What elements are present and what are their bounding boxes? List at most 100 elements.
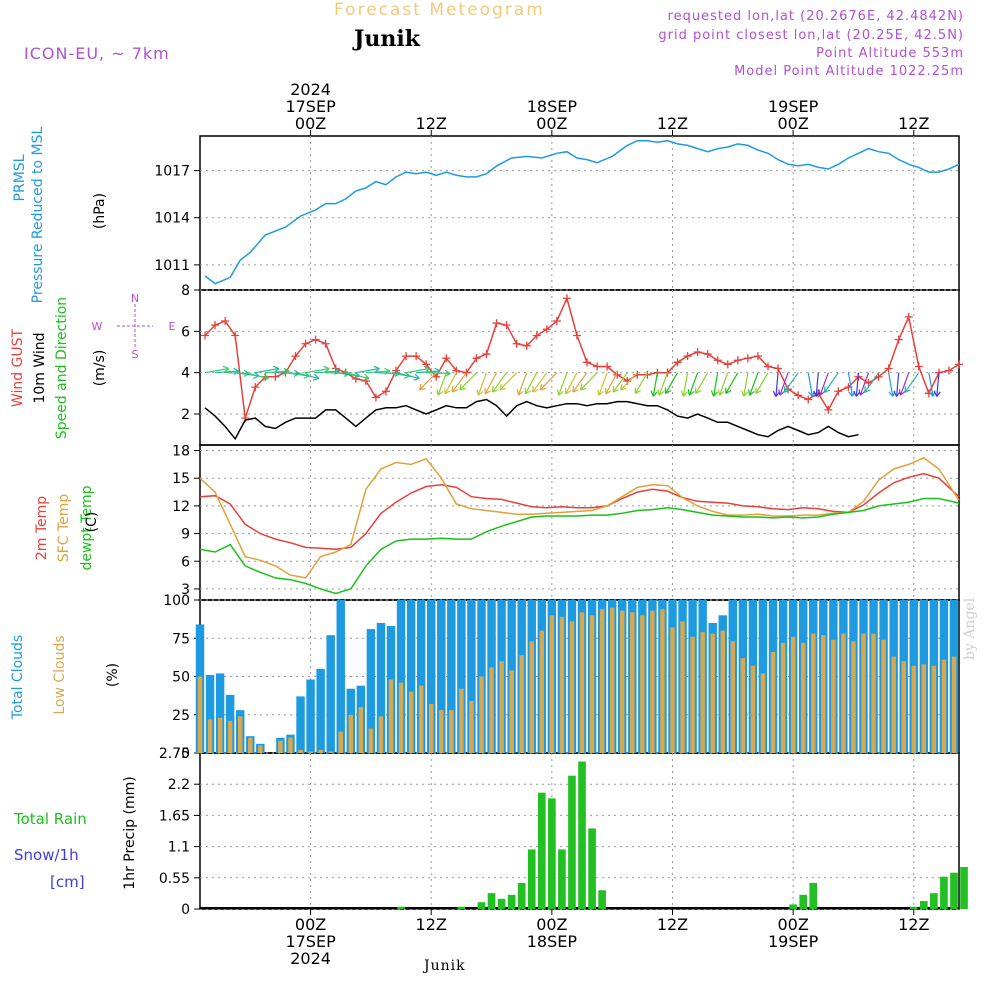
wind-direction-arrow — [888, 372, 894, 397]
wind-arrow-head — [516, 389, 524, 396]
low-cloud-bar — [670, 627, 675, 753]
low-cloud-bar — [449, 710, 454, 753]
low-cloud-bar — [680, 621, 685, 753]
gust-marker — [482, 350, 491, 359]
wind-arrow-head — [491, 386, 499, 393]
gust-marker — [613, 370, 622, 379]
wind-arrow-head — [650, 390, 658, 397]
gust-marker — [763, 362, 772, 371]
low-cloud-bar — [278, 740, 283, 753]
total-cloud-bar — [416, 600, 426, 753]
wind-direction-arrow — [524, 372, 538, 395]
low-cloud-bar — [227, 720, 233, 753]
wind-arrow-head — [476, 389, 484, 396]
rain-bar — [950, 872, 958, 909]
wind-direction-arrow — [579, 372, 598, 391]
rain-bar — [487, 893, 496, 909]
low-cloud-bar — [298, 749, 303, 753]
low-cloud-bar — [630, 612, 635, 753]
gust-marker — [231, 331, 240, 340]
gust-marker — [381, 387, 390, 396]
low-cloud-bar — [620, 610, 625, 753]
wind-arrow-head — [664, 387, 672, 394]
low-cloud-bar — [901, 661, 906, 753]
wind-arrow-head — [680, 390, 688, 397]
low-cloud-bar — [660, 609, 665, 753]
wind-direction-arrow — [492, 372, 508, 393]
pressure-tick-label: 1011 — [154, 258, 190, 274]
gust-marker — [955, 360, 963, 369]
wind-direction-arrow — [295, 372, 319, 380]
wind-direction-arrow — [572, 372, 588, 393]
low-cloud-bar — [217, 717, 223, 753]
low-cloud-bar — [258, 745, 263, 753]
wind-arrow-head — [262, 373, 269, 381]
gust-marker — [673, 358, 682, 367]
meteogram-title: Forecast Meteogram — [334, 0, 545, 20]
gust-marker — [693, 348, 702, 356]
total-cloud-bar — [447, 600, 456, 753]
snow-unit-label: [cm] — [50, 873, 85, 891]
low-cloud-bar — [770, 652, 776, 753]
low-cloud-bar — [841, 633, 846, 753]
wind-arrow-head — [413, 373, 420, 381]
temp-tick-label: 9 — [181, 527, 190, 543]
wind-direction-arrow — [477, 372, 488, 396]
gust-marker — [502, 321, 511, 330]
low-cloud-bar — [760, 673, 766, 753]
gust-marker — [321, 339, 330, 348]
model-label: ICON-EU, ~ 7km — [24, 44, 170, 63]
panel-frame — [199, 444, 960, 601]
low-cloud-bar — [881, 639, 886, 753]
gust-marker — [603, 362, 612, 371]
wind-direction-arrow — [682, 372, 689, 397]
gust-marker — [532, 331, 541, 340]
rain-bar — [517, 882, 526, 909]
total-rain-label: Total Rain — [14, 810, 87, 828]
gust-marker — [562, 294, 571, 303]
wind-direction-arrow — [824, 372, 839, 393]
wind-direction-arrow — [847, 372, 854, 397]
low-cloud-bar — [831, 639, 836, 753]
wind-direction-arrow — [419, 372, 437, 391]
point-altitude: Point Altitude 553m — [816, 46, 964, 61]
gust-marker — [583, 358, 592, 367]
wind-direction-arrow — [783, 372, 799, 393]
footer-location: Junik — [424, 958, 466, 974]
wind-arrow-head — [687, 389, 695, 396]
wind-tick-label: 6 — [181, 324, 190, 340]
low-cloud-bar — [479, 676, 484, 753]
bottom-time-label: 12Z — [898, 915, 929, 934]
pressure-line — [204, 139, 960, 285]
total-cloud-bar — [467, 600, 476, 753]
temp-tick-label: 15 — [172, 471, 190, 487]
wind-direction-arrow — [484, 372, 498, 395]
wind-direction-arrow — [658, 372, 669, 396]
location-title: Junik — [354, 26, 420, 52]
low-cloud-bar — [861, 633, 866, 753]
gust-marker — [251, 383, 260, 392]
precip-tick-label: 2.75 — [159, 746, 190, 762]
wind-arrow-head — [634, 387, 641, 394]
gust-marker — [351, 374, 360, 383]
wind-direction-arrow — [904, 372, 920, 393]
wind-direction-arrow — [743, 372, 749, 397]
wind-arrow-head — [532, 386, 539, 393]
wind-direction-arrow — [815, 372, 819, 397]
low-cloud-bar — [418, 685, 424, 753]
clouds-tick-label: 75 — [172, 631, 190, 647]
rain-bar — [960, 867, 968, 909]
wind-arrow-head — [933, 390, 941, 397]
wind-direction-arrow — [437, 372, 447, 396]
total-cloud-bar — [376, 622, 386, 753]
rain-bar — [909, 906, 918, 909]
rain-bar — [598, 890, 606, 909]
wind-direction-arrow — [245, 372, 269, 380]
gust-marker — [834, 387, 843, 396]
gust-marker — [643, 370, 652, 379]
wind-direction-arrow — [775, 372, 779, 397]
wind-arrow-head — [499, 383, 506, 391]
gust-marker — [914, 362, 923, 371]
wind-direction-arrow — [255, 367, 280, 374]
pressure-tick-label: 1017 — [154, 164, 190, 180]
